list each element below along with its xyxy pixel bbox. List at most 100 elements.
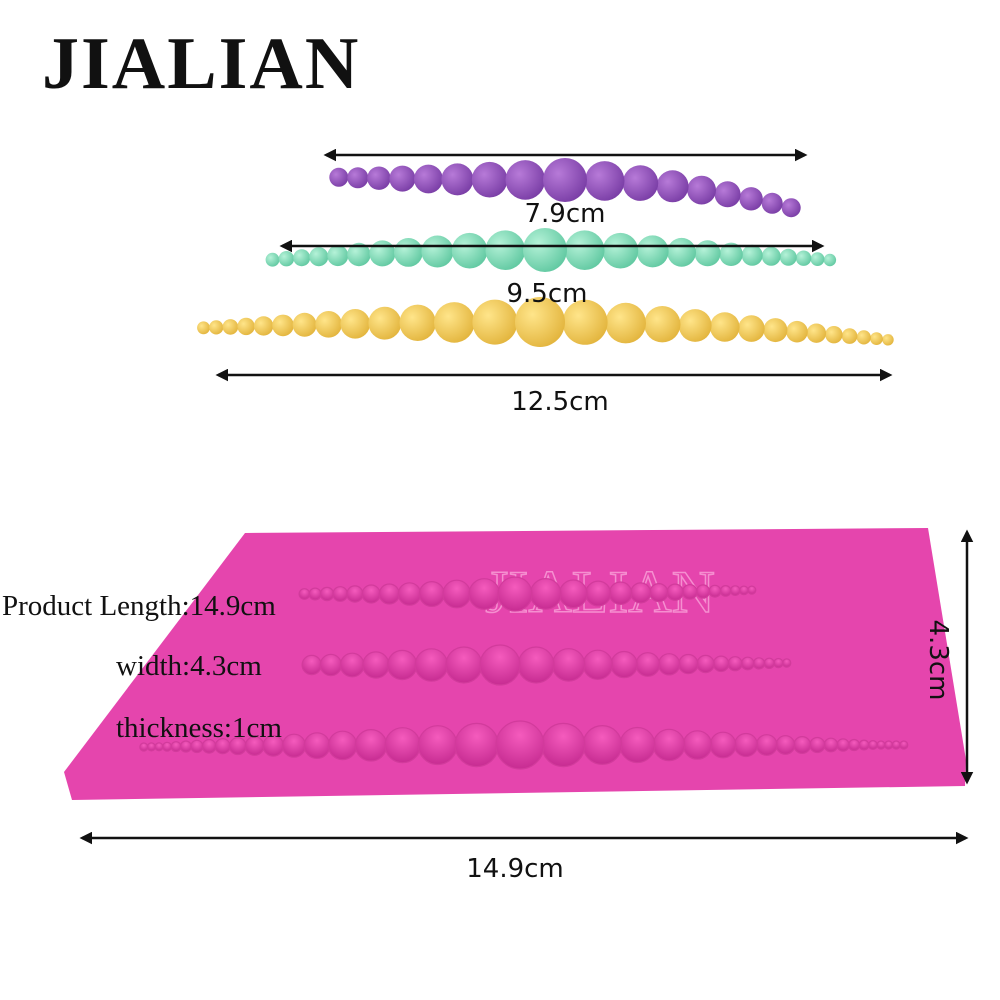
strand-length: 9.5cm [507,279,588,309]
bead [399,304,436,341]
bead [856,330,871,345]
bead [714,181,741,208]
bead [825,326,843,344]
bead [667,237,696,267]
bead [678,653,699,675]
bead [761,246,781,266]
bead [319,653,343,677]
bead [696,654,715,674]
bead [394,238,423,267]
bead [562,299,608,345]
bead [472,299,518,345]
bead [389,165,416,192]
spec-text: thickness:1cm [116,712,282,744]
bead [610,650,638,679]
bead [870,332,883,345]
brand-logo: JIALIAN [42,23,360,105]
bead [479,644,521,686]
bead [265,252,280,267]
bead [739,187,763,211]
bead [883,740,894,750]
bead [451,232,488,269]
bead [418,580,445,607]
bead [301,654,322,676]
bead [694,240,721,267]
bead [729,585,741,596]
bead [529,578,562,610]
bead [709,731,737,759]
bead [454,722,499,768]
bead [710,312,740,342]
bead [471,161,508,198]
bead [517,646,555,684]
bead [740,656,755,671]
bead [635,652,661,677]
bead [763,657,775,670]
bead [712,655,730,673]
bead [605,302,646,344]
bead [656,170,689,203]
bead [340,309,371,339]
bead [329,167,349,187]
bead [761,192,783,214]
bead [806,323,827,343]
bead [387,649,418,681]
bead [585,580,612,607]
spec-text: Product Length:14.9cm [2,590,276,622]
bead [708,584,722,598]
bead [442,579,472,609]
bead [417,725,458,766]
strand-length: 7.9cm [525,199,606,229]
bead [781,198,801,218]
bead [327,730,358,761]
bead [695,584,711,599]
bead [602,232,639,269]
bead [209,320,224,335]
bead [733,732,759,758]
bead [678,309,712,342]
strand-length: 12.5cm [511,387,609,417]
bead [823,253,837,267]
bead [584,161,625,201]
bead [841,328,858,344]
bead [146,742,156,752]
bead [298,588,311,600]
bead [441,163,474,196]
bead [154,742,164,752]
bead [237,317,255,336]
bead [332,586,349,602]
bead [867,739,878,750]
bead [755,734,778,756]
bead [369,240,396,267]
bead [515,297,565,347]
bead [876,740,886,750]
bead [281,733,307,758]
bead [367,166,391,190]
bead [497,576,533,612]
bead [139,742,149,752]
bead [847,738,861,752]
bead [564,230,605,270]
bead [793,735,812,754]
bead [327,245,349,267]
bead [622,165,659,201]
bead [558,579,588,609]
bead [414,164,443,194]
bead [582,649,614,681]
bead [644,306,681,343]
bead [763,318,788,343]
bead [809,736,826,754]
bead [253,316,274,336]
bead [681,584,698,600]
bead [727,656,743,672]
bead [687,175,716,205]
bead [278,251,295,267]
bead [445,646,483,684]
bead [719,585,732,597]
bead [222,319,239,335]
bead [882,334,894,346]
bead [619,726,656,764]
spec-text: width:4.3cm [116,650,262,682]
bead [543,158,587,202]
